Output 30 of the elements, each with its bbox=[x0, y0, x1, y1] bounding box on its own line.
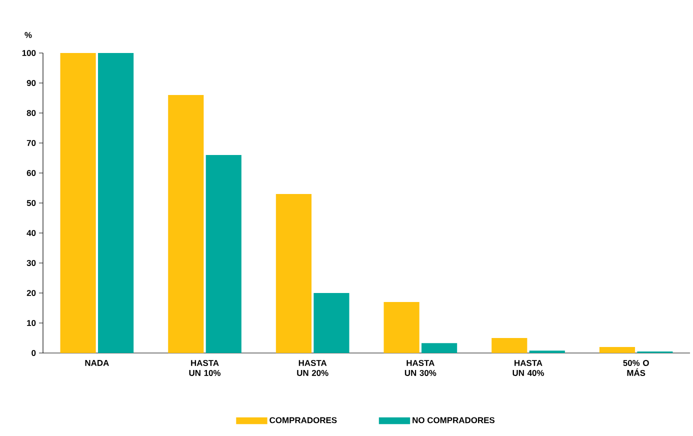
bar bbox=[98, 52, 134, 353]
y-tick-label: 0 bbox=[32, 350, 36, 356]
bar bbox=[599, 347, 636, 353]
y-tick-label: 20 bbox=[26, 290, 36, 296]
y-tick-label: 70 bbox=[26, 140, 36, 146]
legend-label: COMPRADORES bbox=[270, 417, 337, 424]
x-tick-label: HASTA UN 20% bbox=[297, 360, 328, 376]
x-tick-label: HASTA UN 10% bbox=[189, 360, 221, 376]
bar bbox=[314, 293, 350, 353]
x-tick-label: 50% O MÁS bbox=[623, 360, 649, 376]
bar bbox=[384, 302, 420, 353]
y-tick-label: 30 bbox=[26, 260, 36, 266]
x-tick-label: HASTA UN 30% bbox=[404, 360, 436, 376]
x-tick-label: HASTA UN 40% bbox=[512, 360, 544, 376]
y-axis-title: % bbox=[24, 32, 32, 38]
legend-label: NO COMPRADORES bbox=[412, 417, 495, 424]
y-tick-label: 50 bbox=[26, 200, 36, 206]
x-tick-label: NADA bbox=[85, 360, 109, 366]
bar bbox=[492, 338, 528, 353]
y-tick-label: 100 bbox=[22, 50, 36, 56]
y-tick-label: 60 bbox=[26, 170, 36, 176]
y-tick-label: 40 bbox=[26, 230, 36, 236]
y-tick-label: 90 bbox=[26, 80, 36, 86]
bar bbox=[60, 52, 96, 353]
y-tick-label: 80 bbox=[26, 110, 36, 116]
bar bbox=[168, 94, 204, 353]
bar bbox=[206, 154, 242, 353]
bar bbox=[276, 194, 312, 353]
y-tick-label: 10 bbox=[27, 320, 36, 326]
bar bbox=[421, 343, 458, 353]
